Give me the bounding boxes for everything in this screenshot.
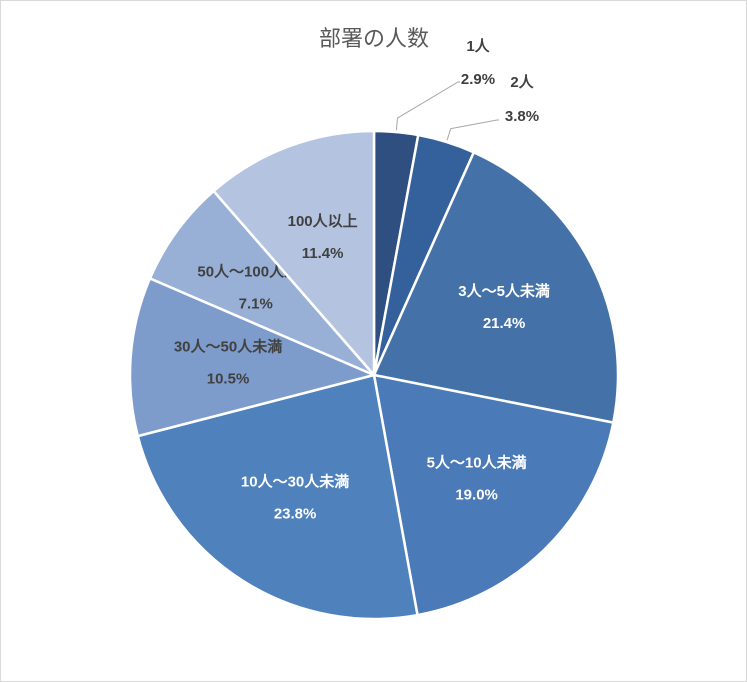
pie-slice [136,373,419,621]
value-label: 21.4% [483,315,526,332]
leader-line [446,119,499,141]
value-label: 23.8% [274,505,317,522]
slice-label: 100人以上 [288,213,358,230]
pie-slice [148,189,375,377]
leader-line [395,81,460,131]
slice-label: 10人～30人未満 [241,472,349,490]
slice-label: 30人～50人未満 [174,338,282,356]
pie-slice [372,373,615,617]
value-label: 3.8% [505,108,539,125]
pie-slice [211,129,376,379]
slice-label: 2人 [510,74,534,91]
value-label: 7.1% [239,296,273,313]
slice-label: 5人～10人未満 [427,453,527,471]
pie-slice [372,150,620,425]
pie-slice [128,276,378,438]
value-label: 19.0% [455,486,498,503]
chart-title: 部署の人数 [319,26,429,51]
value-label: 11.4% [302,245,344,262]
slice-label: 3人～5人未満 [458,282,550,300]
value-label: 2.9% [461,71,495,88]
slice-label: 1人 [466,38,490,55]
value-label: 10.5% [207,371,250,388]
